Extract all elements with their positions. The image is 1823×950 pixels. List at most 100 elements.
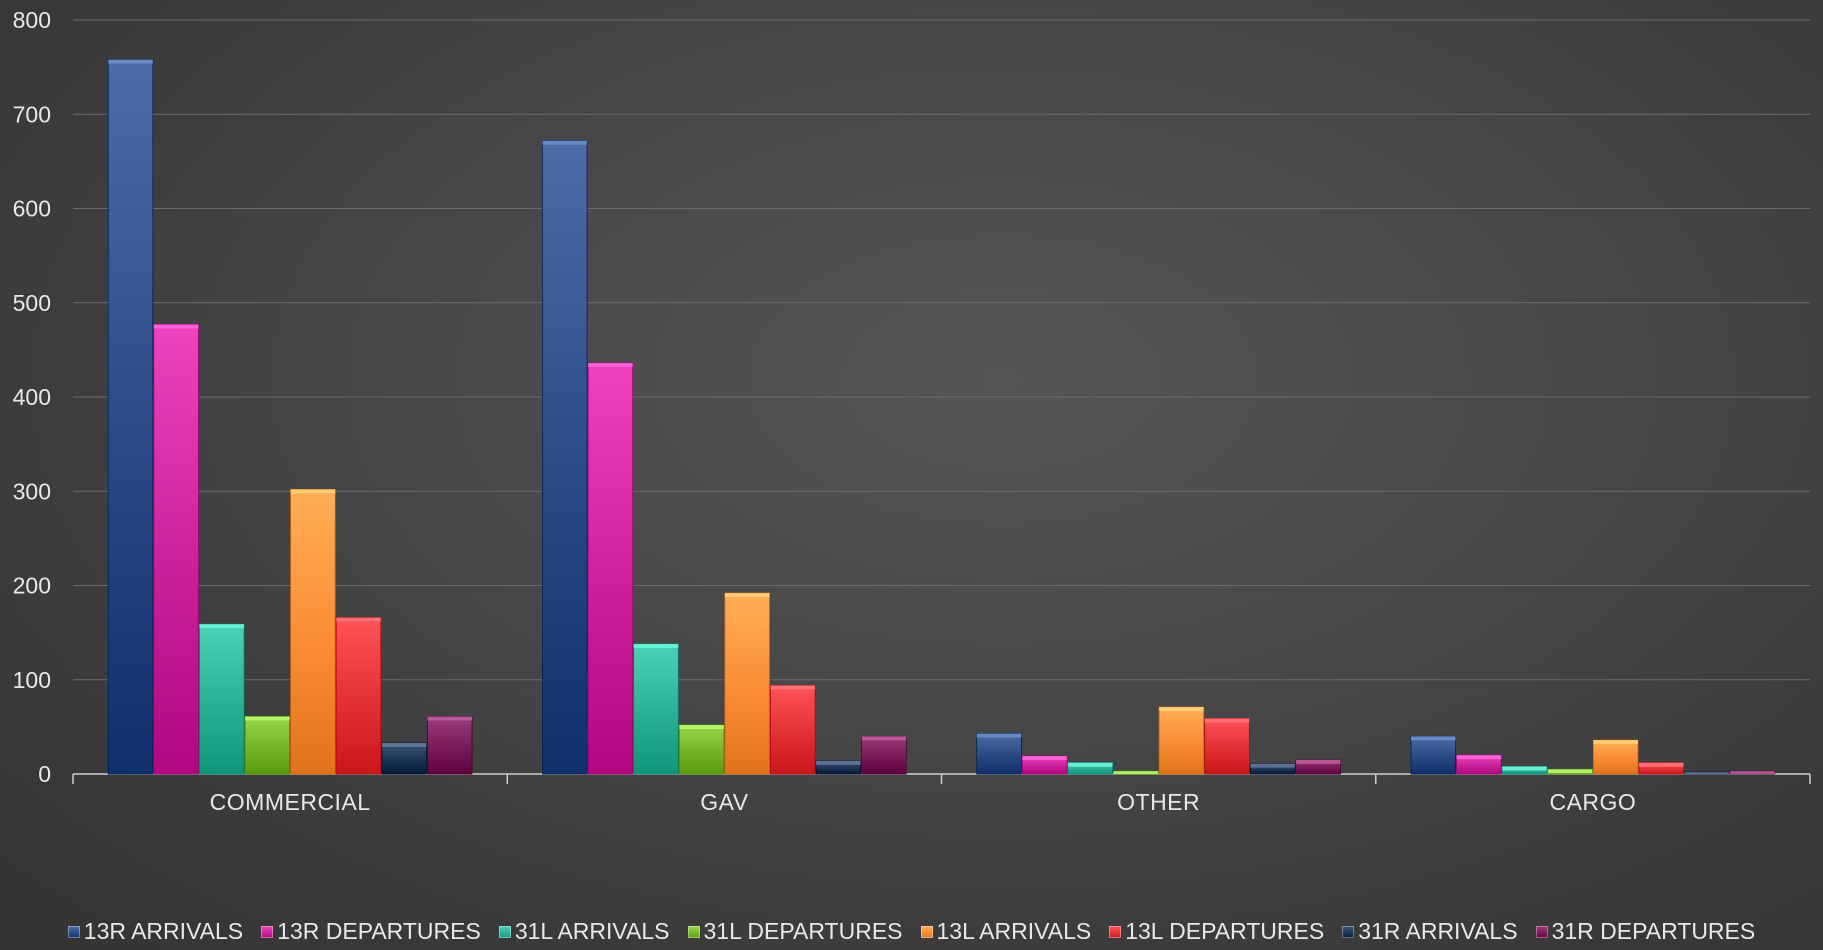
bar-cap bbox=[724, 593, 770, 598]
legend-item: 13L ARRIVALS bbox=[920, 918, 1092, 945]
bar-cap bbox=[1684, 772, 1730, 774]
y-tick-label: 200 bbox=[13, 573, 51, 599]
bar-cap bbox=[1730, 771, 1775, 774]
legend-item: 31R DEPARTURES bbox=[1535, 918, 1755, 945]
y-tick-label: 700 bbox=[13, 101, 51, 127]
bar-cap bbox=[633, 643, 679, 648]
bar-cap bbox=[770, 685, 816, 690]
bar-cap bbox=[1159, 707, 1204, 712]
bar-body bbox=[678, 724, 725, 775]
bar bbox=[199, 623, 245, 775]
y-tick-label: 300 bbox=[13, 478, 51, 504]
legend-label: 13R ARRIVALS bbox=[83, 918, 244, 944]
bar bbox=[976, 733, 1022, 775]
bar-body bbox=[1158, 706, 1205, 775]
legend-swatch bbox=[261, 925, 274, 938]
bar-body bbox=[587, 362, 634, 775]
bar-cap bbox=[1113, 771, 1159, 774]
bar-cap bbox=[336, 617, 381, 622]
legend-label: 31R ARRIVALS bbox=[1358, 918, 1518, 944]
bar-body bbox=[427, 716, 473, 775]
legend-label: 31L DEPARTURES bbox=[703, 918, 903, 944]
y-tick-label: 100 bbox=[13, 667, 51, 693]
bar-body bbox=[1410, 735, 1456, 775]
bar-cap bbox=[1022, 756, 1067, 761]
bar-body bbox=[724, 592, 770, 775]
legend-item: 13R DEPARTURES bbox=[261, 918, 481, 945]
legend-swatch bbox=[1109, 925, 1122, 938]
legend-swatch bbox=[1342, 925, 1355, 938]
bar bbox=[633, 643, 679, 775]
bar-cap bbox=[199, 624, 245, 629]
bar bbox=[427, 716, 473, 775]
bar bbox=[678, 724, 725, 775]
legend: 13R ARRIVALS 13R DEPARTURES 31L ARRIVALS 31… bbox=[0, 918, 1823, 945]
bar-cap bbox=[1250, 763, 1295, 768]
bar bbox=[770, 685, 816, 775]
bar-cap bbox=[290, 489, 336, 494]
bar-cap bbox=[1502, 766, 1547, 771]
bar-cap bbox=[1295, 759, 1341, 764]
x-category-label: CARGO bbox=[1549, 789, 1636, 815]
bar-cap bbox=[1410, 736, 1456, 741]
x-category-label: GAV bbox=[700, 789, 749, 815]
legend-label: 13L DEPARTURES bbox=[1125, 918, 1325, 944]
bar bbox=[1021, 755, 1068, 775]
bar bbox=[1456, 754, 1502, 775]
legend-swatch bbox=[687, 925, 700, 938]
bar bbox=[1684, 771, 1730, 775]
y-tick-label: 600 bbox=[13, 196, 51, 222]
y-tick-label: 500 bbox=[13, 290, 51, 316]
legend-item: 31L ARRIVALS bbox=[498, 918, 670, 945]
bar-cap bbox=[381, 742, 427, 747]
bar bbox=[1729, 770, 1776, 775]
bar bbox=[1067, 762, 1113, 775]
bar-cap bbox=[976, 733, 1022, 738]
bar bbox=[1295, 759, 1341, 775]
legend-swatch bbox=[1535, 925, 1548, 938]
bar bbox=[1249, 763, 1296, 775]
bar bbox=[815, 760, 862, 775]
bar-cap bbox=[816, 760, 861, 765]
bar-body bbox=[153, 324, 199, 775]
legend-item: 13R ARRIVALS bbox=[67, 918, 244, 945]
bar bbox=[107, 59, 154, 775]
bar-body bbox=[542, 140, 588, 775]
bar-cap bbox=[108, 59, 153, 64]
bar-body bbox=[1204, 717, 1250, 775]
bar-body bbox=[770, 685, 816, 775]
legend-swatch bbox=[498, 925, 511, 938]
bar-body bbox=[381, 742, 427, 775]
bar bbox=[381, 742, 427, 775]
bar bbox=[1113, 770, 1159, 775]
legend-label: 13R DEPARTURES bbox=[277, 918, 481, 944]
bar bbox=[1204, 717, 1250, 775]
bar bbox=[1638, 762, 1684, 775]
bar bbox=[861, 735, 907, 775]
bar bbox=[1547, 768, 1593, 775]
bar bbox=[1501, 766, 1548, 775]
bar bbox=[1158, 706, 1205, 775]
bar-cap bbox=[1547, 769, 1593, 774]
bar-cap bbox=[679, 724, 724, 729]
bar bbox=[153, 324, 199, 775]
bar-cap bbox=[1067, 762, 1113, 767]
bar-body bbox=[290, 488, 336, 775]
legend-item: 31L DEPARTURES bbox=[687, 918, 903, 945]
bar-cap bbox=[1638, 762, 1684, 767]
legend-item: 31R ARRIVALS bbox=[1342, 918, 1518, 945]
bar bbox=[542, 140, 588, 775]
legend-swatch bbox=[920, 925, 933, 938]
bar-body bbox=[976, 733, 1022, 775]
bar bbox=[724, 592, 770, 775]
bar bbox=[587, 362, 634, 775]
bar bbox=[244, 716, 291, 775]
bar-body bbox=[244, 716, 291, 775]
bar-cap bbox=[861, 736, 907, 741]
legend-label: 13L ARRIVALS bbox=[936, 918, 1092, 944]
bar-cap bbox=[588, 363, 633, 368]
bar-cap bbox=[1456, 755, 1502, 760]
bar-body bbox=[199, 623, 245, 775]
